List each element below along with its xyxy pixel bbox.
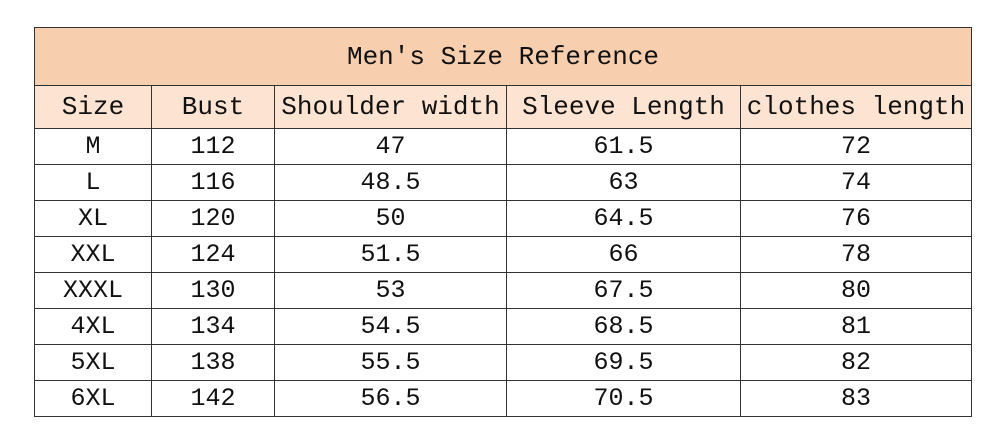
header-row: Size Bust Shoulder width Sleeve Length cloth…: [34, 85, 973, 129]
data-cell: 4XL: [34, 308, 152, 345]
data-cell: 68.5: [506, 308, 741, 345]
data-cell: 66: [506, 236, 741, 273]
data-cell: 64.5: [506, 200, 741, 237]
data-cell: 130: [151, 272, 275, 309]
data-cell: 50: [274, 200, 507, 237]
data-cell: 61.5: [506, 128, 741, 165]
data-row: L 116 48.5 63 74: [34, 164, 973, 201]
data-cell: 72: [739, 128, 973, 165]
data-cell: 48.5: [274, 164, 507, 201]
data-cell: L: [34, 164, 152, 201]
data-row: 4XL 134 54.5 68.5 81: [34, 308, 973, 345]
data-cell: 80: [739, 272, 973, 309]
data-cell: 112: [151, 128, 275, 165]
data-cell: 6XL: [34, 380, 152, 417]
title-row: Men's Size Reference: [33, 27, 973, 86]
header-cell: Sleeve Length: [506, 85, 741, 129]
data-cell: M: [34, 128, 152, 165]
data-cell: XXL: [34, 236, 152, 273]
data-cell: 138: [151, 344, 275, 381]
data-cell: 81: [739, 308, 973, 345]
data-row: XXXL 130 53 67.5 80: [34, 272, 973, 309]
data-row: 5XL 138 55.5 69.5 82: [34, 344, 973, 381]
data-cell: 70.5: [506, 380, 741, 417]
data-cell: XXXL: [34, 272, 152, 309]
data-cell: 56.5: [274, 380, 507, 417]
data-cell: 116: [151, 164, 275, 201]
data-cell: 120: [151, 200, 275, 237]
size-table: Men's Size Reference Size Bust Shoulder wi…: [33, 27, 973, 417]
data-cell: 69.5: [506, 344, 741, 381]
data-cell: 67.5: [506, 272, 741, 309]
data-row: 6XL 142 56.5 70.5 83: [34, 380, 973, 417]
data-cell: 54.5: [274, 308, 507, 345]
data-cell: 53: [274, 272, 507, 309]
data-cell: 124: [151, 236, 275, 273]
data-row: M 112 47 61.5 72: [34, 128, 973, 165]
data-cell: 78: [739, 236, 973, 273]
data-row: XL 120 50 64.5 76: [34, 200, 973, 237]
data-cell: 83: [739, 380, 973, 417]
data-cell: 55.5: [274, 344, 507, 381]
table-body: Men's Size Reference Size Bust Shoulder wi…: [33, 27, 973, 417]
data-cell: 142: [151, 380, 275, 417]
header-cell: Shoulder width: [274, 85, 507, 129]
data-cell: 47: [274, 128, 507, 165]
data-cell: 63: [506, 164, 741, 201]
data-cell: 82: [739, 344, 973, 381]
table-title: Men's Size Reference: [33, 27, 973, 86]
header-cell: clothes length: [739, 85, 973, 129]
data-cell: 76: [739, 200, 973, 237]
header-cell: Bust: [151, 85, 275, 129]
data-cell: 74: [739, 164, 973, 201]
header-cell: Size: [34, 85, 152, 129]
data-cell: 134: [151, 308, 275, 345]
data-row: XXL 124 51.5 66 78: [34, 236, 973, 273]
data-cell: 5XL: [34, 344, 152, 381]
data-cell: 51.5: [274, 236, 507, 273]
data-cell: XL: [34, 200, 152, 237]
